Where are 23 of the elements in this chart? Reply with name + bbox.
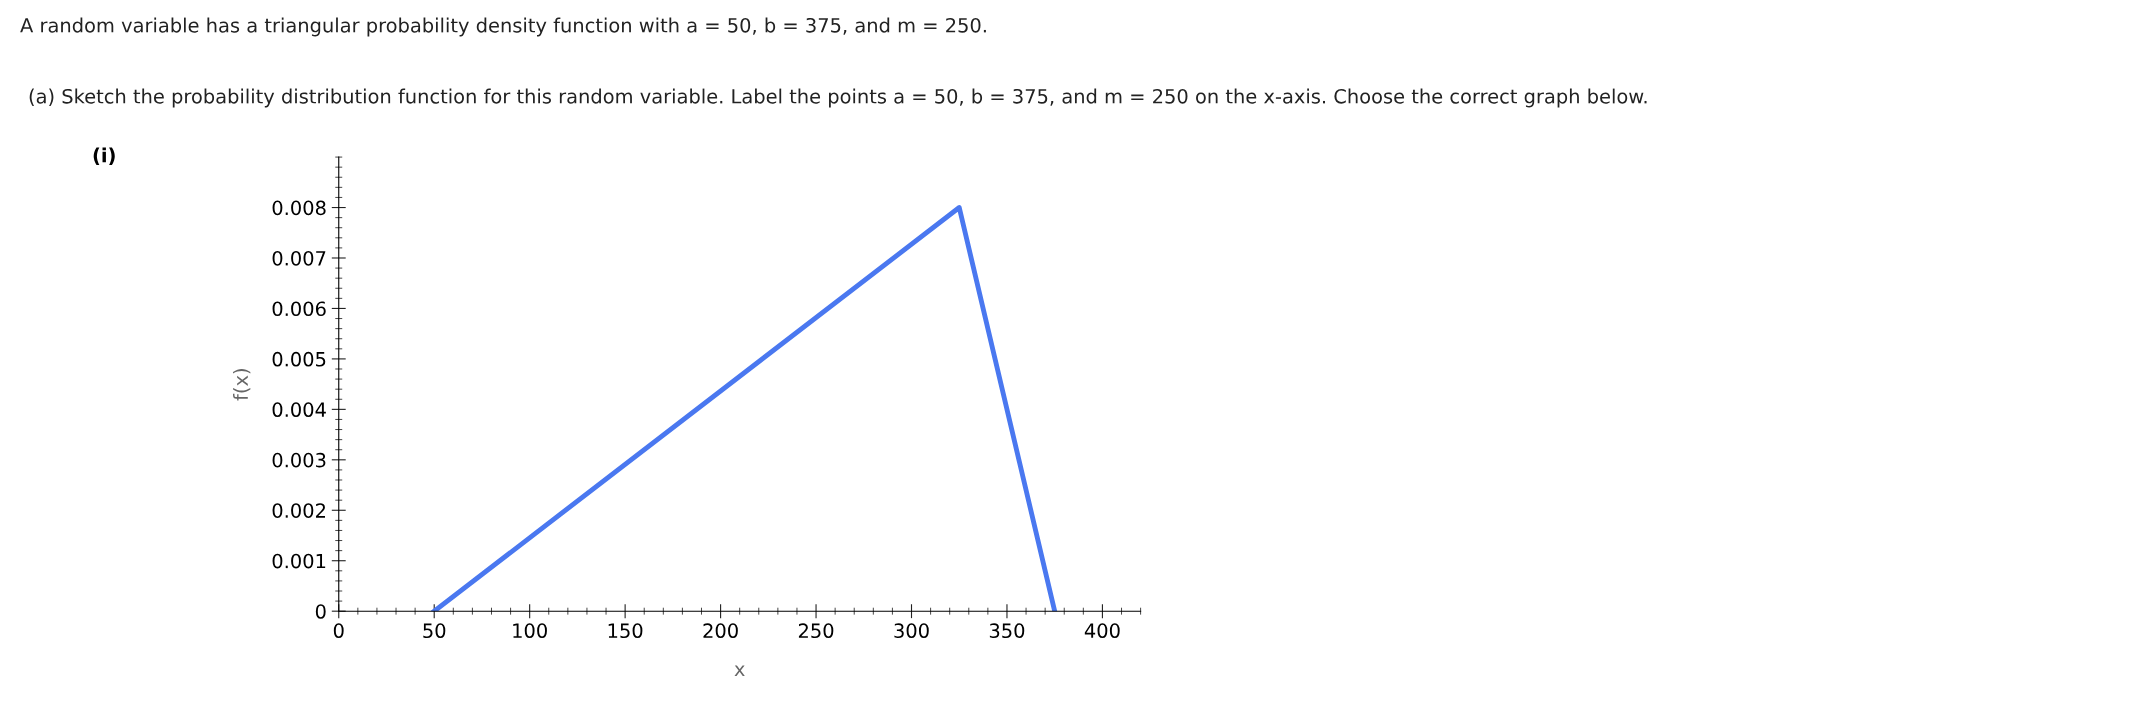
x-tick-label: 0 [333,623,344,639]
y-tick-label: 0.005 [272,351,326,367]
x-tick-label: 400 [1084,623,1120,639]
y-axis-title: f(x) [233,369,251,401]
x-tick-label: 50 [423,623,446,639]
chart-title: A random variable has a triangular probability density function with a = 50, b = 375, and m = 250. [20,17,986,37]
chart-subtitle: (a) Sketch the probability distribution function for this random variable. Label the points a = 50, b = 375, and m = 250 on the x-axis. Choose the correct graph below. [29,88,1647,108]
x-tick-label: 200 [703,623,738,639]
y-tick-label: 0.004 [272,402,326,418]
x-tick-label: 300 [894,623,929,639]
y-tick-label: 0 [315,604,326,619]
x-tick-label: 100 [513,623,547,639]
x-tick-label: 250 [798,623,834,639]
text: (i) [93,147,115,165]
y-tick-label: 0.006 [272,301,326,317]
x-axis-title: x [734,665,745,677]
y-tick-label: 0.003 [272,452,326,468]
y-tick-label: 0.002 [272,503,325,518]
x-tick-label: 350 [989,623,1025,639]
y-tick-label: 0.001 [272,553,326,569]
y-tick-label: 0.007 [272,250,326,266]
x-tick-label: 150 [608,623,643,639]
y-tick-label: 0.008 [272,200,326,216]
